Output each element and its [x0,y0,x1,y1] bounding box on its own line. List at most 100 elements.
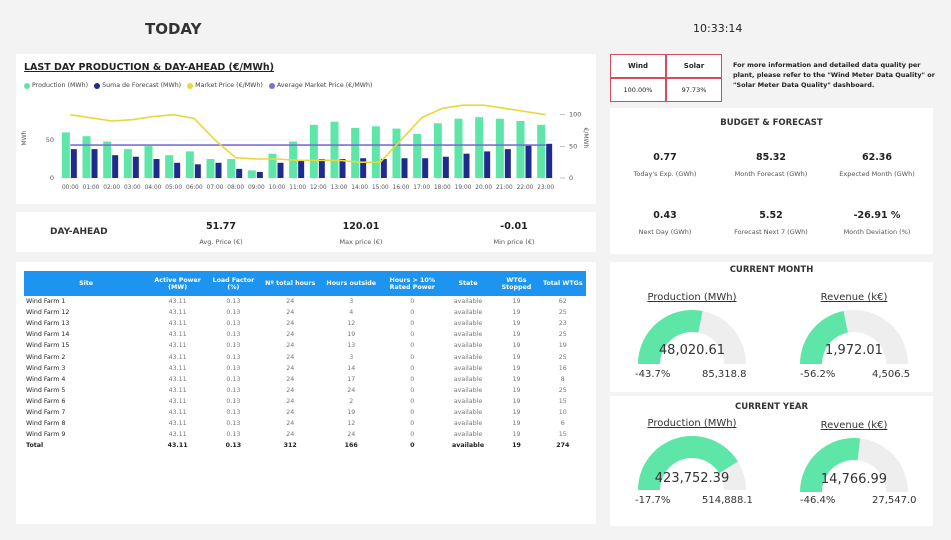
legend-item-avg-price[interactable]: Average Market Price (€/MWh) [268,82,373,89]
cell-hours-outside: 19 [347,331,356,339]
avg-price-label: Avg. Price (€) [199,238,243,246]
cell-wtgs-stopped: 19 [512,408,521,416]
cell-state: available [453,364,483,372]
cell-hours-rated: 0 [410,320,415,328]
x-tick-label: 12:00 [310,185,327,191]
column-header-hours-outside[interactable]: Hours outside [320,271,382,296]
cell-hours-outside: 3 [349,353,354,361]
cell-load-factor: 0.13 [226,320,241,328]
x-tick-label: 21:00 [496,185,513,191]
x-tick-label: 08:00 [227,185,244,191]
cell-hours-outside: 14 [347,364,356,372]
current-month-card: CURRENT MONTH Production (MWh) Revenue (… [610,262,933,392]
day-ahead-card: DAY-AHEAD 51.77 Avg. Price (€) 120.01 Ma… [16,212,596,252]
cell-site: Wind Farm 7 [26,408,66,416]
y-left-tick-label: 0 [50,174,54,182]
cell-wtgs-stopped: 19 [512,342,521,350]
y-axis-right-label: €/MWh [582,128,589,149]
cell-total-wtgs: 15 [558,397,567,405]
cell-site: Wind Farm 8 [26,420,66,428]
column-header-wtgs-stopped[interactable]: WTGs Stopped [493,271,540,296]
bar-forecast [422,158,429,178]
bar-production [309,124,318,178]
x-tick-label: 09:00 [248,185,265,191]
table-row[interactable]: Wind Farm 9 43.11 0.13 24 24 0 available 19 15 [24,429,586,440]
table-row[interactable]: Wind Farm 1 43.11 0.13 24 3 0 available 19 62 [24,296,586,307]
bar-forecast [442,156,449,178]
x-tick-label: 03:00 [124,185,141,191]
bar-forecast [484,151,491,178]
column-header-total-wtgs[interactable]: Total WTGs [539,271,586,296]
table-row[interactable]: Wind Farm 4 43.11 0.13 24 17 0 available 19 8 [24,374,586,385]
legend-swatch [24,82,30,89]
cell-wtgs-stopped: 19 [512,397,521,405]
table-row[interactable]: Wind Farm 3 43.11 0.13 24 14 0 available 19 16 [24,363,586,374]
bar-production [516,121,525,178]
table-row[interactable]: Wind Farm 7 43.11 0.13 24 19 0 available 19 10 [24,407,586,418]
year-production-gauge [638,436,746,490]
cell-site: Wind Farm 1 [26,298,66,306]
bar-forecast [525,144,532,178]
x-tick-label: 20:00 [475,185,492,191]
bar-production [144,146,153,178]
table-row[interactable]: Wind Farm 14 43.11 0.13 24 19 0 available 19 25 [24,329,586,340]
bar-production [495,118,504,178]
legend-item-forecast[interactable]: Suma de Forecast (MWh) [94,82,181,89]
x-tick-label: 14:00 [351,185,368,191]
column-header-hours-rated[interactable]: Hours > 10% Rated Power [381,271,443,296]
cell-state: available [453,375,483,383]
cell-hours-outside: 12 [347,320,356,328]
bar-production [413,133,422,178]
total-hours-rated: 0 [410,442,415,450]
month-revenue-deviation: -56.2% [800,369,836,380]
table-row[interactable]: Wind Farm 6 43.11 0.13 24 2 0 available 19 15 [24,396,586,407]
year-production-label[interactable]: Production (MWh) [647,418,737,429]
column-header-load-factor[interactable]: Load Factor (%) [207,271,260,296]
legend-label: Average Market Price (€/MWh) [276,82,373,89]
avg-price-value: 51.77 [205,221,237,232]
cell-total-wtgs: 19 [558,342,567,350]
month-revenue-label[interactable]: Revenue (k€) [820,292,888,303]
cell-total-hours: 24 [286,408,295,416]
legend-item-market-price[interactable]: Market Price (€/MWh) [187,82,263,89]
column-header-site[interactable]: Site [24,271,149,296]
cell-state: available [453,331,483,339]
cell-active-power: 43.11 [168,408,187,416]
cell-hours-rated: 0 [410,353,415,361]
table-row[interactable]: Wind Farm 5 43.11 0.13 24 24 0 available 19 25 [24,385,586,396]
cell-hours-outside: 17 [347,375,356,383]
column-header-active-power[interactable]: Active Power (MW) [148,271,208,296]
y-right-tick-label: 100 [569,111,581,119]
table-row[interactable]: Wind Farm 13 43.11 0.13 24 12 0 available 19 23 [24,318,586,329]
cell-site: Wind Farm 2 [26,353,66,361]
year-revenue-label[interactable]: Revenue (k€) [820,420,888,431]
legend-item-production[interactable]: Production (MWh) [24,82,88,89]
cell-total-hours: 24 [286,342,295,350]
month-production-label[interactable]: Production (MWh) [647,292,737,303]
bar-forecast [236,168,243,178]
total-state: available [452,442,485,450]
column-header-total-hours[interactable]: Nº total hours [259,271,321,296]
table-row[interactable]: Wind Farm 8 43.11 0.13 24 12 0 available 19 6 [24,418,586,429]
bar-production [454,118,463,178]
bar-production [475,117,484,178]
table-row[interactable]: Wind Farm 12 43.11 0.13 24 4 0 available 19 25 [24,307,586,318]
year-revenue-deviation: -46.4% [800,495,836,506]
production-chart-plot[interactable]: 0 50 0 50 100 00:00 01:00 02:00 03:00 04:00 05:00 0… [16,94,596,202]
budget-title: BUDGET & FORECAST [720,118,823,128]
month-forecast-value: 85.32 [755,152,787,163]
today-exp-label: Today's Exp. (GWh) [633,170,697,178]
bar-production [392,128,401,178]
bar-forecast [194,164,201,178]
line-market-price [70,104,546,163]
cell-hours-rated: 0 [410,397,415,405]
cell-wtgs-stopped: 19 [512,386,521,394]
column-header-state[interactable]: State [442,271,494,296]
cell-load-factor: 0.13 [226,342,241,350]
table-row[interactable]: Wind Farm 2 43.11 0.13 24 3 0 available 19 25 [24,351,586,362]
bar-production [330,121,339,178]
quality-wind-value: 100.00% [610,78,666,102]
x-tick-label: 23:00 [537,185,554,191]
table-row[interactable]: Wind Farm 15 43.11 0.13 24 13 0 available 19 19 [24,340,586,351]
cell-load-factor: 0.13 [226,298,241,306]
